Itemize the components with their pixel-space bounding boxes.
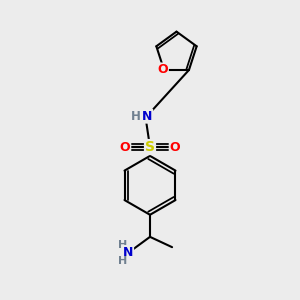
- Text: O: O: [157, 64, 168, 76]
- Text: H: H: [118, 240, 127, 250]
- Text: H: H: [118, 256, 127, 266]
- Text: S: S: [145, 140, 155, 154]
- Text: O: O: [120, 141, 130, 154]
- Text: N: N: [123, 246, 133, 259]
- Text: H: H: [131, 110, 141, 123]
- Text: O: O: [170, 141, 180, 154]
- Text: N: N: [142, 110, 152, 123]
